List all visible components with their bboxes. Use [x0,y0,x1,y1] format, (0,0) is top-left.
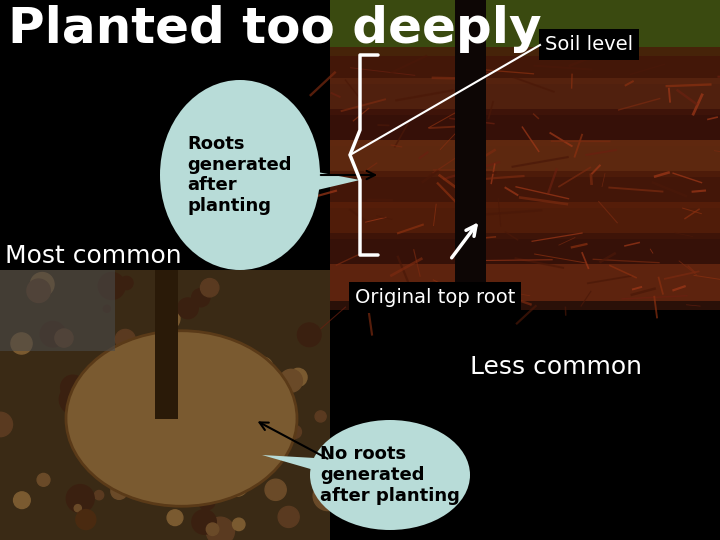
Circle shape [98,409,118,429]
Circle shape [118,414,140,435]
Bar [330,264,720,301]
Text: Less common: Less common [470,355,642,379]
Text: No roots
generated
after planting: No roots generated after planting [320,445,460,505]
Circle shape [200,279,219,297]
Circle shape [192,510,216,534]
Circle shape [104,305,110,312]
Circle shape [120,276,133,289]
Circle shape [66,484,94,512]
Bar [330,78,720,114]
Bar [0,270,330,540]
Text: Soil level: Soil level [545,35,633,54]
Circle shape [27,279,50,302]
Bar [0,270,115,351]
Bar [330,0,720,56]
Circle shape [86,390,102,405]
Bar [155,270,179,418]
Circle shape [225,474,248,496]
Circle shape [111,483,127,500]
Ellipse shape [66,330,297,507]
Circle shape [198,493,215,510]
Circle shape [30,273,54,296]
Circle shape [279,369,302,392]
Bar [330,109,720,146]
Ellipse shape [310,420,470,530]
Bar [330,233,720,269]
Bar [330,46,720,84]
Circle shape [313,481,343,511]
Circle shape [0,412,12,437]
Bar [330,201,720,239]
Circle shape [265,479,287,501]
Circle shape [178,298,198,319]
Circle shape [289,426,302,438]
Circle shape [40,321,66,347]
Circle shape [140,414,149,422]
Circle shape [248,428,268,447]
Circle shape [11,333,32,354]
Circle shape [289,368,307,386]
Circle shape [115,329,135,349]
Circle shape [207,523,219,536]
Circle shape [166,335,176,345]
Text: Most common: Most common [5,244,181,268]
Bar [330,171,720,208]
Circle shape [233,518,245,531]
Circle shape [315,411,326,422]
Circle shape [150,374,170,394]
Circle shape [192,288,210,307]
Circle shape [59,384,89,414]
Circle shape [297,323,321,347]
Text: Original top root: Original top root [355,288,516,307]
Text: Roots
generated
after
planting: Roots generated after planting [188,135,292,215]
Circle shape [94,490,104,500]
Circle shape [60,375,85,400]
Circle shape [230,446,253,469]
Circle shape [55,329,73,347]
Circle shape [170,348,184,361]
Ellipse shape [160,80,320,270]
Polygon shape [280,165,360,195]
Circle shape [74,504,81,512]
Circle shape [99,273,125,299]
Circle shape [206,517,235,540]
Text: Planted too deeply: Planted too deeply [8,5,541,53]
Circle shape [159,379,176,396]
Circle shape [167,510,183,525]
Bar [330,139,720,177]
Circle shape [239,404,264,430]
Bar [455,0,486,310]
Circle shape [278,507,300,528]
Circle shape [37,474,50,487]
Polygon shape [262,455,366,485]
Bar [330,0,720,310]
Circle shape [76,510,96,530]
Circle shape [253,357,273,377]
Circle shape [157,307,180,330]
Circle shape [14,492,30,509]
